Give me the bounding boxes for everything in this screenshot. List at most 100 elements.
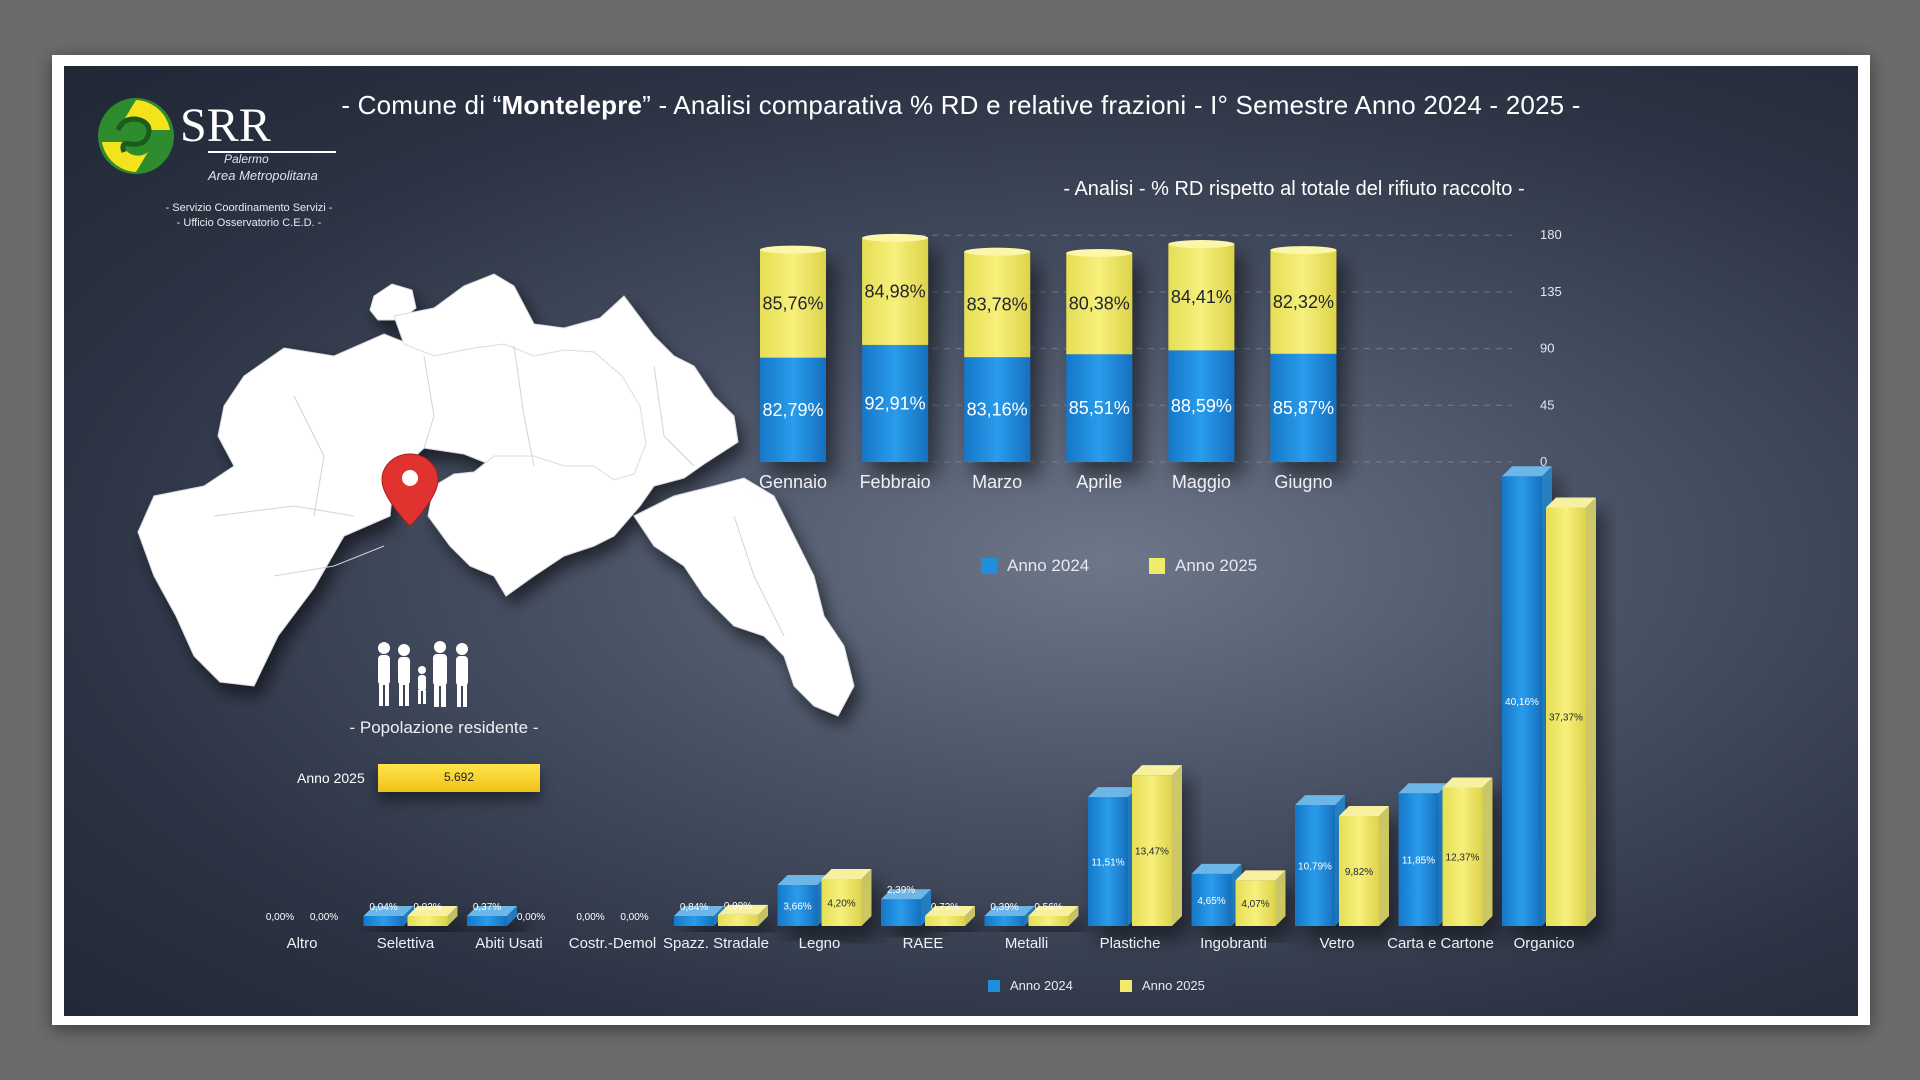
fraction-bar-2025: [718, 904, 768, 926]
fractions-legend-swatch-2025: [1120, 979, 1132, 992]
fraction-bar-top: [1235, 870, 1286, 881]
fraction-bar-2025: [1442, 777, 1493, 926]
fraction-bar-side: [447, 906, 458, 926]
fraction-bar-front: [1546, 507, 1586, 926]
fraction-bar-front: [1398, 793, 1439, 926]
rd-bar-2025: [862, 237, 929, 345]
fractions-legend-item-2024: Anno 2024: [988, 978, 1073, 993]
fraction-category-label: Vetro: [1319, 935, 1354, 952]
rd-bar-group: [862, 233, 929, 462]
fraction-category-label: Metalli: [1005, 935, 1048, 952]
logo-subtitle-area: Area Metropolitana: [208, 168, 318, 183]
fraction-value-label: 0,37%: [473, 902, 501, 913]
rd-bar-cap: [1270, 246, 1337, 255]
population-bar: [378, 764, 540, 792]
legend-item-2024: Anno 2024: [981, 556, 1089, 576]
fraction-bar-2025: [1028, 906, 1079, 926]
fraction-category-label: Spazz. Stradale: [663, 935, 769, 952]
fraction-category-label: Selettiva: [377, 935, 435, 952]
rd-y-tick-label: 135: [1540, 284, 1562, 299]
fraction-bar-side: [1068, 906, 1079, 926]
fraction-bar-top: [1028, 906, 1079, 916]
fraction-category-label: Costr.-Demol: [569, 935, 657, 952]
fraction-value-label: 0,73%: [931, 902, 959, 913]
population-year: Anno 2025: [297, 770, 365, 786]
rd-y-tick-label: 0: [1540, 454, 1547, 469]
rd-value-label-2025: 82,32%: [1273, 292, 1334, 312]
fraction-bar-side: [1586, 497, 1596, 926]
rd-bar-group: [1066, 248, 1133, 462]
logo-subtitle-city: Palermo: [224, 152, 269, 166]
rd-bar-cap: [862, 233, 929, 242]
fraction-bar-top: [674, 906, 724, 916]
fraction-bar-side: [1379, 806, 1389, 926]
page-title: - Comune di “Montelepre” - Analisi compa…: [341, 90, 1581, 120]
fraction-bar-front: [777, 885, 818, 926]
fraction-bar-2025: [1339, 806, 1389, 926]
fraction-bar-side: [1482, 777, 1493, 926]
fraction-bar-2024: [1088, 787, 1138, 926]
fraction-value-label: 0,00%: [310, 912, 338, 923]
fraction-value-label: 11,51%: [1091, 858, 1124, 869]
fraction-category-label: Carta e Cartone: [1387, 935, 1494, 952]
fraction-value-label: 0,04%: [369, 902, 397, 913]
fraction-value-label: 2,39%: [887, 885, 915, 896]
fraction-bar-front: [467, 916, 507, 926]
fraction-bar-2024: [777, 875, 828, 926]
fraction-bar-front: [881, 899, 921, 926]
fraction-value-label: 0,02%: [413, 902, 441, 913]
rd-value-label-2024: 82,79%: [762, 400, 823, 420]
logo-divider: [208, 151, 336, 153]
fraction-bar-front: [1442, 787, 1483, 926]
fraction-value-label: 0,00%: [576, 912, 604, 923]
rd-y-tick-label: 90: [1540, 341, 1554, 356]
legend-swatch-2025: [1149, 558, 1165, 574]
fraction-bar-front: [1132, 775, 1172, 926]
fraction-bar-2024: [467, 906, 517, 926]
fraction-bar-top: [363, 906, 414, 916]
fraction-bar-top: [1191, 863, 1242, 874]
fraction-bar-top: [1339, 806, 1389, 817]
fraction-bar-2025: [1132, 765, 1182, 926]
rd-value-label-2025: 83,78%: [967, 294, 1028, 314]
territory-map: [137, 273, 855, 717]
rd-bar-2025: [964, 251, 1031, 358]
rd-value-label-2025: 84,98%: [865, 281, 926, 301]
fraction-bar-top: [1132, 765, 1182, 776]
rd-bar-2025: [1270, 250, 1337, 354]
fraction-bar-top: [718, 904, 768, 915]
rd-bar-2024: [1270, 353, 1337, 462]
fraction-bar-top: [1398, 783, 1449, 794]
infographic-poster: - Comune di “Montelepre” - Analisi compa…: [64, 66, 1858, 1016]
fraction-bar-front: [407, 916, 448, 926]
rd-value-label-2025: 84,41%: [1171, 287, 1232, 307]
fraction-bar-2025: [407, 906, 458, 926]
fraction-bar-top: [407, 906, 458, 916]
fraction-value-label: 12,37%: [1446, 853, 1480, 864]
fraction-bar-top: [1546, 497, 1596, 508]
fraction-category-label: Altro: [287, 935, 318, 952]
population-value: 5.692: [443, 770, 475, 784]
fraction-value-label: 0,84%: [680, 902, 708, 913]
fraction-bar-side: [861, 868, 872, 926]
fractions-legend-label-2025: Anno 2025: [1142, 978, 1205, 993]
fraction-bar-top: [984, 906, 1035, 916]
fractions-legend-label-2024: Anno 2024: [1010, 978, 1073, 993]
fraction-value-label: 0,99%: [724, 901, 752, 912]
fractions-chart: 0,00% 0,00% Altro 0,04% 0,02% Selettiva 0,37% 0…: [266, 466, 1596, 952]
legend-label-2024: Anno 2024: [1007, 556, 1090, 575]
rd-bar-cap: [1066, 248, 1133, 257]
fraction-value-label: 37,37%: [1549, 713, 1583, 724]
fraction-value-label: 0,00%: [517, 912, 545, 923]
fraction-category-label: RAEE: [903, 935, 944, 952]
rd-chart-title: - Analisi - % RD rispetto al totale del …: [1063, 178, 1525, 200]
fraction-bar-front: [1295, 805, 1335, 926]
fraction-bar-top: [821, 868, 872, 879]
fraction-value-label: 13,47%: [1135, 847, 1169, 858]
fraction-value-label: 3,66%: [783, 902, 811, 913]
fraction-value-label: 11,85%: [1402, 856, 1435, 867]
fraction-bar-front: [1502, 476, 1542, 926]
rd-category-label: Giugno: [1274, 472, 1332, 492]
rd-bar-cap: [1168, 240, 1235, 249]
rd-bar-cap: [760, 245, 826, 254]
